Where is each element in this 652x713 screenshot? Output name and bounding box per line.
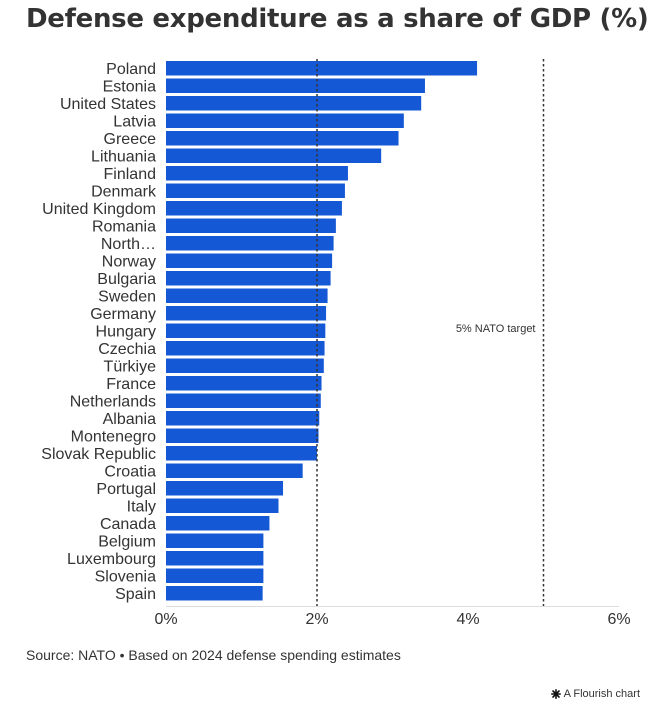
bar[interactable] [166,463,303,479]
bar[interactable] [166,551,264,566]
category-label: Croatia [104,463,156,480]
bar[interactable] [166,113,404,129]
category-label: Bulgaria [97,271,156,288]
bar[interactable] [166,481,284,496]
bar[interactable] [166,393,321,409]
category-label: Portugal [96,481,156,498]
category-label: Belgium [98,533,156,550]
bar[interactable] [166,533,264,549]
bar[interactable] [166,586,263,601]
x-tick-label: 0% [154,611,177,628]
category-label: Spain [115,586,156,603]
bar[interactable] [166,411,320,426]
chart-title: Defense expenditure as a share of GDP (%… [26,4,649,34]
bar[interactable] [166,446,317,461]
category-label: Denmark [91,183,157,200]
reference-line-label: 5% NATO target [456,323,536,335]
bar[interactable] [166,78,425,94]
category-label: Canada [100,516,156,533]
category-label: Montenegro [71,428,156,445]
category-label: Sweden [98,288,156,305]
bar[interactable] [166,166,348,181]
category-label: Hungary [96,323,156,340]
x-tick-label: 4% [456,611,479,628]
category-label: Romania [92,218,156,235]
bar[interactable] [166,236,334,251]
x-tick-label: 6% [607,611,630,628]
flourish-credit[interactable]: A Flourish chart [550,688,640,700]
bar[interactable] [166,271,331,286]
bar[interactable] [166,61,478,76]
bar[interactable] [166,323,326,339]
category-label: Lithuania [91,148,156,165]
bar[interactable] [166,131,399,146]
bar[interactable] [166,288,328,304]
bar[interactable] [166,498,279,514]
category-label: Slovenia [95,568,156,585]
category-label: North… [101,236,156,253]
bar[interactable] [166,148,382,164]
category-label: Czechia [98,341,156,358]
bar[interactable] [166,183,345,199]
flourish-credit-label: A Flourish chart [563,688,640,700]
category-label: Albania [103,411,156,428]
category-label: Slovak Republic [41,446,156,463]
category-label: United Kingdom [42,201,156,218]
category-label: Türkiye [104,358,157,375]
flourish-asterisk-icon [550,689,561,699]
bar[interactable] [166,516,270,531]
source-note: Source: NATO • Based on 2024 defense spe… [26,647,401,663]
category-label: Italy [127,498,156,515]
bar[interactable] [166,376,322,391]
category-label: France [106,376,156,393]
bar[interactable] [166,253,333,269]
bar[interactable] [166,201,342,216]
bar[interactable] [166,341,325,356]
category-label: Netherlands [70,393,156,410]
category-label: Germany [90,306,156,323]
category-label: Greece [104,131,157,148]
category-label: United States [60,96,156,113]
category-label: Poland [106,61,156,78]
bar[interactable] [166,306,327,321]
category-label: Norway [102,253,156,270]
category-label: Finland [104,166,156,183]
category-label: Luxembourg [67,551,156,568]
category-label: Latvia [113,113,156,130]
x-tick-label: 2% [305,611,328,628]
bar[interactable] [166,96,422,111]
bar[interactable] [166,568,264,584]
bar[interactable] [166,358,324,374]
bar[interactable] [166,218,336,234]
bar[interactable] [166,428,319,444]
category-label: Estonia [103,78,156,95]
